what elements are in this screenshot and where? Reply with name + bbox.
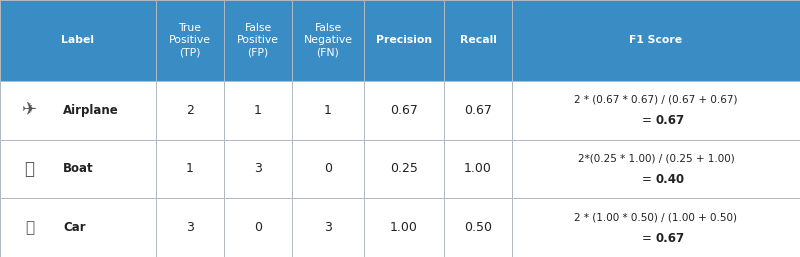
Bar xyxy=(292,198,364,257)
Text: 0: 0 xyxy=(324,162,332,176)
Bar xyxy=(444,140,512,198)
Text: 1: 1 xyxy=(186,162,194,176)
Text: 0.67: 0.67 xyxy=(656,232,685,245)
Bar xyxy=(292,140,364,198)
Bar xyxy=(364,0,444,81)
Text: 1.00: 1.00 xyxy=(464,162,492,176)
Bar xyxy=(444,81,512,140)
Bar xyxy=(364,140,444,198)
Text: 2: 2 xyxy=(186,104,194,117)
Text: 0: 0 xyxy=(254,221,262,234)
Bar xyxy=(156,81,224,140)
Bar xyxy=(512,140,800,198)
Text: 🚗: 🚗 xyxy=(25,220,34,235)
Bar xyxy=(156,198,224,257)
Text: 0.40: 0.40 xyxy=(656,173,685,186)
Text: False
Positive
(FP): False Positive (FP) xyxy=(237,23,279,58)
Text: 0.25: 0.25 xyxy=(390,162,418,176)
Text: 2*(0.25 * 1.00) / (0.25 + 1.00): 2*(0.25 * 1.00) / (0.25 + 1.00) xyxy=(578,153,734,163)
Text: F1 Score: F1 Score xyxy=(630,35,682,45)
Text: Boat: Boat xyxy=(63,162,94,176)
Bar xyxy=(224,198,292,257)
Text: 3: 3 xyxy=(324,221,332,234)
Bar xyxy=(364,81,444,140)
Bar xyxy=(224,140,292,198)
Bar xyxy=(0,140,156,198)
Text: 1: 1 xyxy=(254,104,262,117)
Text: True
Positive
(TP): True Positive (TP) xyxy=(169,23,211,58)
Bar xyxy=(512,81,800,140)
Bar xyxy=(292,81,364,140)
Text: 0.67: 0.67 xyxy=(464,104,492,117)
Bar xyxy=(224,81,292,140)
Text: 1: 1 xyxy=(324,104,332,117)
Bar xyxy=(0,0,156,81)
Text: False
Negative
(FN): False Negative (FN) xyxy=(303,23,353,58)
Bar xyxy=(364,198,444,257)
Text: Car: Car xyxy=(63,221,86,234)
Bar xyxy=(444,0,512,81)
Text: Label: Label xyxy=(62,35,94,45)
Text: 3: 3 xyxy=(254,162,262,176)
Text: Precision: Precision xyxy=(376,35,432,45)
Text: ⛵: ⛵ xyxy=(25,160,34,178)
Bar xyxy=(512,0,800,81)
Text: 0.67: 0.67 xyxy=(656,114,685,127)
Text: 2 * (1.00 * 0.50) / (1.00 + 0.50): 2 * (1.00 * 0.50) / (1.00 + 0.50) xyxy=(574,212,738,222)
Bar xyxy=(512,198,800,257)
Text: 1.00: 1.00 xyxy=(390,221,418,234)
Text: Recall: Recall xyxy=(459,35,497,45)
Bar xyxy=(224,0,292,81)
Text: =: = xyxy=(642,232,656,245)
Bar xyxy=(444,198,512,257)
Text: 3: 3 xyxy=(186,221,194,234)
Text: Airplane: Airplane xyxy=(63,104,119,117)
Text: =: = xyxy=(642,114,656,127)
Text: 0.50: 0.50 xyxy=(464,221,492,234)
Bar xyxy=(292,0,364,81)
Bar xyxy=(0,198,156,257)
Bar xyxy=(156,0,224,81)
Text: 2 * (0.67 * 0.67) / (0.67 + 0.67): 2 * (0.67 * 0.67) / (0.67 + 0.67) xyxy=(574,95,738,105)
Bar xyxy=(0,81,156,140)
Text: =: = xyxy=(642,173,656,186)
Text: ✈: ✈ xyxy=(22,101,38,119)
Text: 0.67: 0.67 xyxy=(390,104,418,117)
Bar xyxy=(156,140,224,198)
